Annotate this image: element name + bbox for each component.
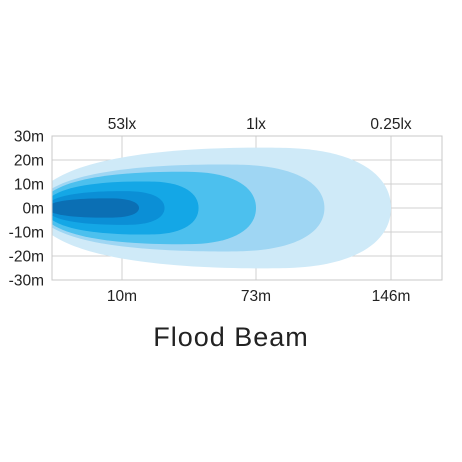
y-tick-label: 0m (22, 201, 44, 218)
y-tick-label: -30m (9, 273, 44, 290)
y-tick-label: -20m (9, 249, 44, 266)
x-tick-label: 10m (107, 288, 137, 305)
lux-label: 1lx (246, 116, 266, 133)
y-tick-label: 10m (14, 177, 44, 194)
x-tick-label: 73m (241, 288, 271, 305)
y-axis-labels: 30m 20m 10m 0m -10m -20m -30m (9, 129, 44, 290)
beam-zones (52, 147, 391, 269)
plot-frame (51, 135, 443, 281)
lux-label: 0.25lx (370, 116, 412, 133)
lux-labels: 53lx 1lx 0.25lx (108, 116, 412, 133)
x-axis-labels: 10m 73m 146m (107, 288, 410, 305)
beam-zone-6 (52, 198, 140, 218)
lux-label: 53lx (108, 116, 137, 133)
y-tick-label: -10m (9, 225, 44, 242)
y-tick-label: 30m (14, 129, 44, 146)
y-tick-label: 20m (14, 153, 44, 170)
chart-title: Flood Beam (153, 322, 309, 352)
x-tick-label: 146m (372, 288, 411, 305)
plot-border (51, 135, 443, 281)
